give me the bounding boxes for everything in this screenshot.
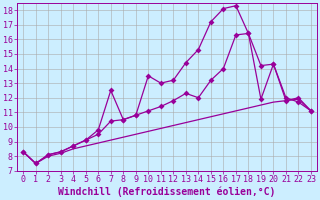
X-axis label: Windchill (Refroidissement éolien,°C): Windchill (Refroidissement éolien,°C) — [58, 187, 276, 197]
